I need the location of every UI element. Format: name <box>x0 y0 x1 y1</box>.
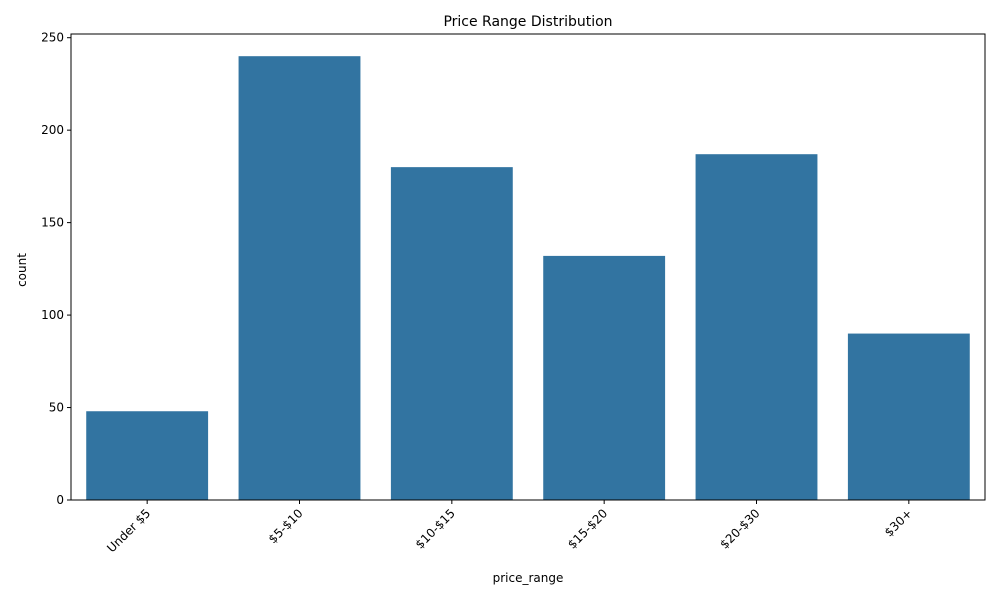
x-tick-label: $20-$30 <box>717 506 762 551</box>
chart-title: Price Range Distribution <box>443 14 612 30</box>
bar <box>695 154 818 500</box>
x-tick-label: $5-$10 <box>266 506 306 546</box>
bar <box>86 411 209 500</box>
x-tick-label: $10-$15 <box>413 506 458 551</box>
x-tick-label: $30+ <box>882 506 915 539</box>
plot-area: 0 50 100 150 200 250 Under $5 $5-$10 $10-$15 $15-… <box>41 31 986 555</box>
y-tick-label: 200 <box>41 123 64 137</box>
bar <box>543 255 666 500</box>
x-tick-label: Under $5 <box>104 506 153 555</box>
y-tick-label: 150 <box>41 216 64 230</box>
y-tick-label: 0 <box>56 493 64 507</box>
y-tick-label: 50 <box>49 401 64 415</box>
bar <box>390 167 513 500</box>
plot-frame <box>70 33 986 501</box>
bar <box>847 333 970 500</box>
y-tick-label: 250 <box>41 31 64 45</box>
y-tick-label: 100 <box>41 308 64 322</box>
x-axis-label: price_range <box>493 571 564 585</box>
x-tick-label: $15-$20 <box>565 506 610 551</box>
bar <box>238 56 361 500</box>
y-axis-label: count <box>15 253 29 287</box>
